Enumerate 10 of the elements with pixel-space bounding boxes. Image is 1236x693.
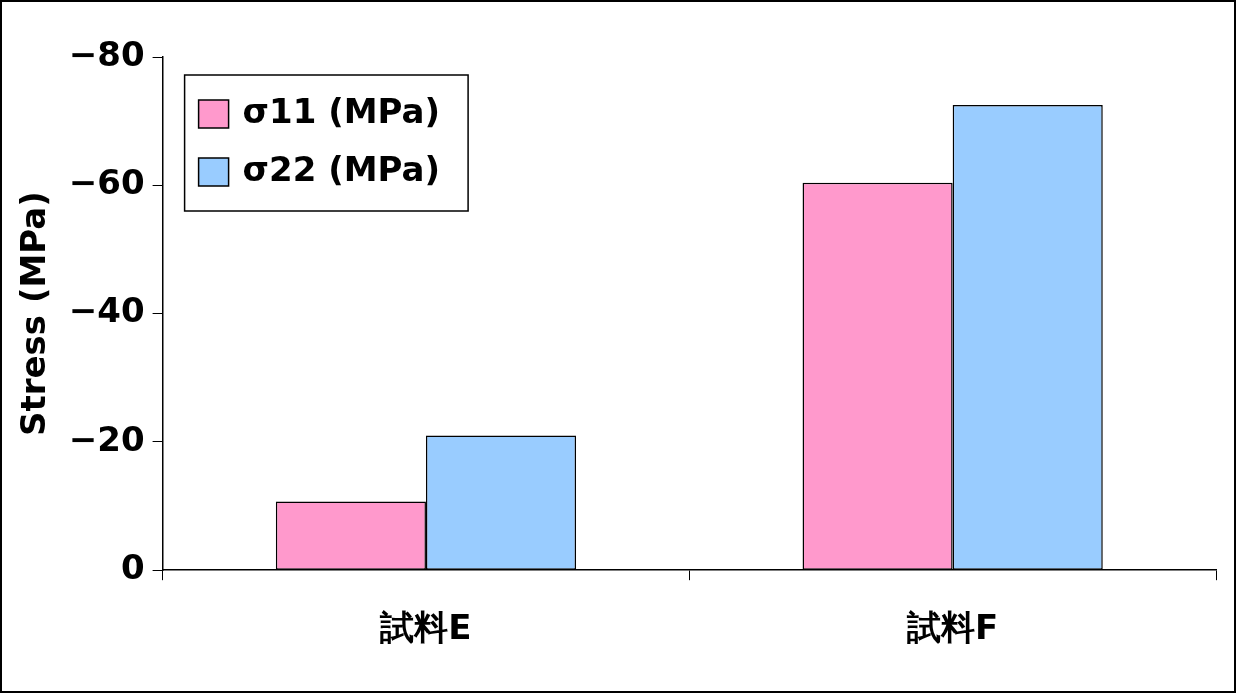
y-tick-label: −80 (68, 33, 145, 74)
y-tick-label: 0 (120, 547, 145, 588)
y-tick-label: −20 (68, 418, 145, 459)
y-tick-label: −40 (68, 290, 145, 331)
x-tick-label: 試料F (906, 607, 999, 648)
y-tick-label: −60 (68, 162, 145, 203)
x-tick-label: 試料E (379, 607, 472, 648)
y-axis-title: Stress (MPa) (13, 191, 54, 436)
legend-label: σ22 (MPa) (242, 148, 441, 189)
legend-label: σ11 (MPa) (242, 90, 441, 131)
